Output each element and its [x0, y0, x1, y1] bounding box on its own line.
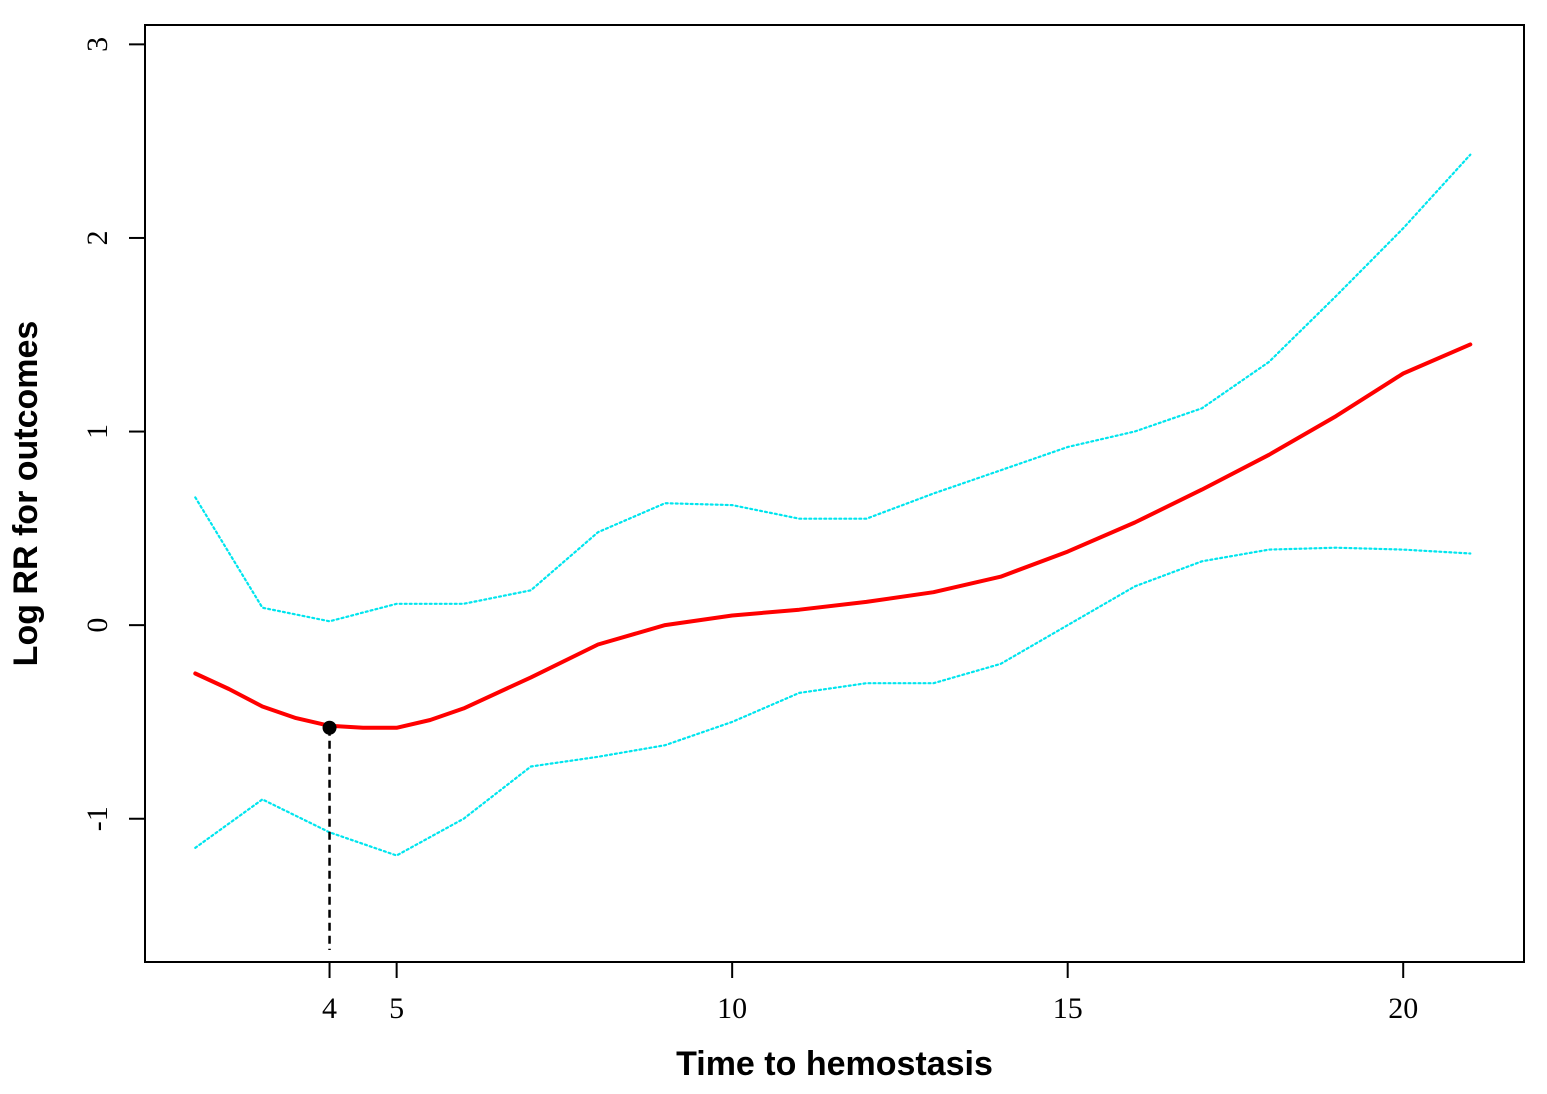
x-tick-label: 10: [717, 992, 747, 1025]
y-tick-label: 2: [81, 230, 114, 245]
y-tick-label: 3: [81, 37, 114, 52]
series-upper-ci-line: [194, 153, 1472, 623]
y-tick-label: -1: [81, 806, 114, 831]
x-tick-label: 20: [1388, 992, 1418, 1025]
minimum-point-marker: [322, 720, 337, 735]
series-estimate-line: [193, 342, 1473, 730]
plot-frame: [144, 24, 1525, 963]
y-tick-label: 1: [81, 424, 114, 439]
x-tick-label: 5: [389, 992, 404, 1025]
series-layer: [193, 153, 1473, 857]
x-tick-label: 4: [322, 992, 337, 1025]
y-tick-label: 0: [81, 618, 114, 633]
y-axis-title: Log RR for outcomes: [7, 321, 45, 667]
series-lower-ci-line: [194, 546, 1472, 857]
x-tick-label: 15: [1053, 992, 1083, 1025]
x-axis-title: Time to hemostasis: [676, 1045, 993, 1083]
x-axis: 4 5 10 15 20: [322, 962, 1418, 1025]
y-axis: -1 0 1 2 3: [81, 37, 145, 831]
